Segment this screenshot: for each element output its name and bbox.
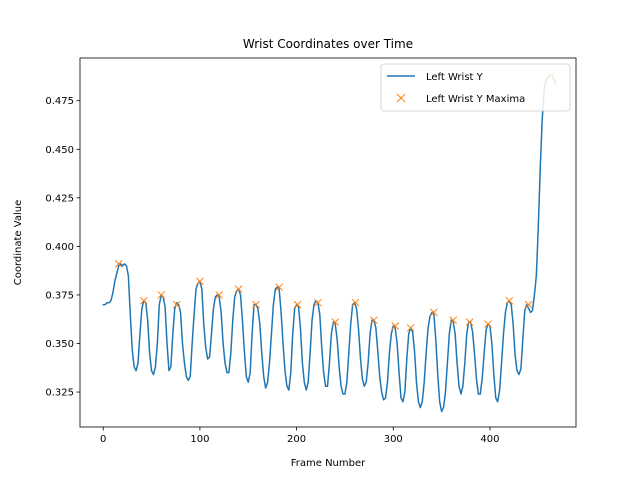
maxima-marker [505,296,514,305]
line-layer [102,74,557,413]
maxima-marker [172,300,181,309]
maxima-marker [293,300,302,309]
maxima-marker [331,318,340,326]
maxima-marker [196,277,204,286]
legend-label-left-wrist-y-maxima: Left Wrist Y Maxima [426,94,525,105]
maxima-marker [215,291,224,299]
y-axis: 0.325 0.350 0.375 0.400 0.425 0.450 0.475 [45,96,80,399]
y-tick-label: 0.350 [45,339,74,350]
series-line-left-wrist-y [102,74,557,413]
x-tick-label: 0 [100,434,106,445]
maxima-marker [313,298,322,307]
x-axis: 0 100 200 300 400 [100,427,499,445]
maxima-marker [234,285,243,293]
maxima-marker [465,318,474,326]
chart-title: Wrist Coordinates over Time [243,37,413,51]
y-tick-label: 0.450 [45,145,74,156]
plot-area [79,57,577,428]
legend-marker-swatch [396,93,406,103]
x-axis-label: Frame Number [291,458,366,469]
y-tick-label: 0.425 [45,193,74,204]
maxima-marker [391,322,400,330]
legend-label-left-wrist-y: Left Wrist Y [426,72,484,83]
maxima-marker [406,324,415,332]
maxima-marker [370,316,378,325]
legend-frame [380,63,571,112]
x-tick-label: 400 [480,434,499,445]
y-tick-label: 0.475 [45,96,74,107]
y-tick-label: 0.325 [45,388,74,399]
marker-layer [114,71,555,332]
y-tick-label: 0.375 [45,290,74,301]
maxima-marker [252,300,260,309]
maxima-marker [157,291,166,299]
maxima-marker [351,298,360,307]
axes-frame [79,57,577,428]
maxima-marker [275,283,284,292]
y-tick-label: 0.400 [45,242,74,253]
y-axis-label: Coordinate Value [13,200,24,285]
maxima-marker [430,308,438,317]
maxima-marker [484,320,492,328]
legend: Left Wrist Y Left Wrist Y Maxima [380,63,571,112]
maxima-marker [114,260,123,268]
maxima-marker [449,316,458,325]
x-tick-label: 100 [190,434,209,445]
x-tick-label: 300 [384,434,403,445]
x-tick-label: 200 [287,434,306,445]
maxima-marker [524,300,533,309]
maxima-marker [139,296,148,305]
